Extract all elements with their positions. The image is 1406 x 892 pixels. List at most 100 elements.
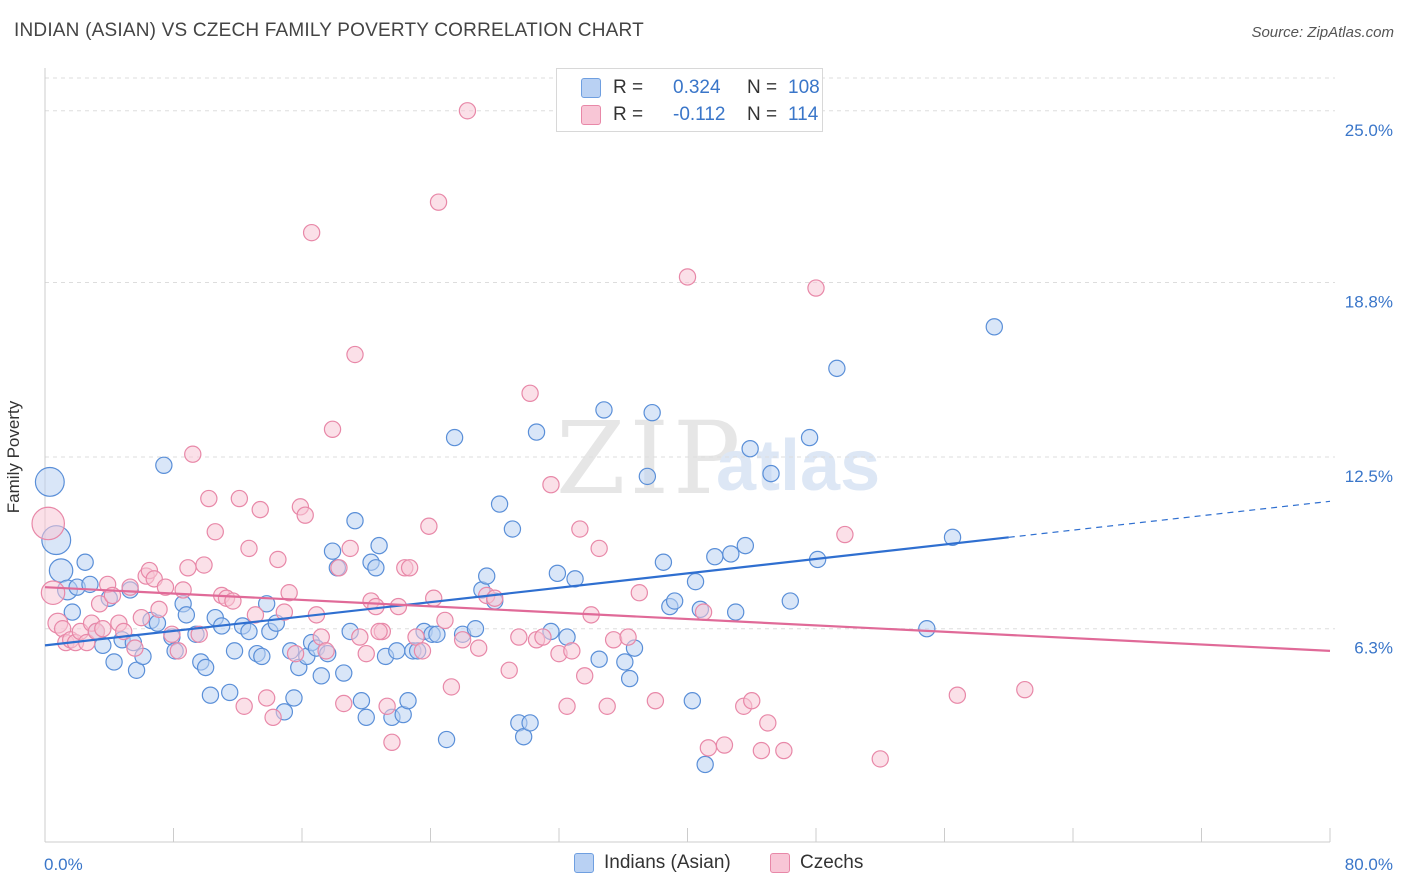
- czechs-point: [619, 628, 637, 646]
- czechs-point: [296, 506, 314, 524]
- czechs-point: [521, 384, 539, 402]
- czechs-trend-line: [44, 586, 1331, 652]
- czechs-point: [807, 279, 825, 297]
- indians-point: [781, 592, 800, 610]
- czechs-point: [571, 520, 589, 538]
- czechs-point: [357, 644, 375, 663]
- legend-r-label: R =: [613, 77, 644, 98]
- czechs-point: [590, 539, 608, 558]
- indians-point: [726, 603, 745, 621]
- correlation-legend: R = 0.324 N = 108 R = -0.112 N = 114: [556, 68, 823, 132]
- czechs-point: [576, 667, 594, 685]
- czechs-point: [174, 581, 192, 599]
- czechs-point: [190, 625, 208, 643]
- czechs-point: [195, 556, 213, 574]
- series-label-czechs: Czechs: [800, 852, 864, 873]
- indians-point: [388, 642, 406, 660]
- y-tick-label: 18.8%: [1345, 293, 1393, 312]
- czechs-point: [150, 600, 168, 619]
- czechs-point: [156, 578, 175, 596]
- czechs-point: [510, 628, 528, 646]
- x-tick-label: 80.0%: [1345, 855, 1393, 874]
- czechs-point: [280, 584, 298, 602]
- czechs-point: [871, 750, 889, 768]
- indians-point: [696, 755, 714, 774]
- indians-point: [367, 559, 385, 577]
- legend-n-value: 108: [788, 77, 820, 98]
- y-axis-label: Family Poverty: [4, 400, 23, 514]
- czechs-point: [184, 445, 202, 463]
- indians-point: [595, 401, 613, 419]
- indians-point: [48, 558, 74, 583]
- czechs-point: [40, 580, 66, 606]
- indians-point: [521, 714, 539, 732]
- czechs-point: [400, 559, 419, 577]
- czechs-point: [200, 489, 218, 508]
- indians-point: [201, 686, 220, 704]
- indians-point: [665, 592, 684, 610]
- czechs-point: [341, 539, 359, 558]
- czechs-point: [323, 420, 342, 439]
- czechs-point: [458, 102, 477, 120]
- czechs-point: [542, 475, 560, 494]
- indians-point: [736, 536, 755, 555]
- indians-point: [918, 620, 936, 638]
- indians-point: [312, 667, 330, 685]
- legend-n-label: N =: [747, 77, 778, 98]
- czechs-point: [302, 223, 321, 242]
- czechs-point: [436, 611, 454, 630]
- chart-title: INDIAN (ASIAN) VS CZECH FAMILY POVERTY C…: [14, 20, 644, 41]
- legend-r-value: 0.324: [673, 77, 721, 98]
- czechs-point: [486, 589, 504, 607]
- czechs-point: [1016, 680, 1034, 699]
- czechs-point: [317, 642, 335, 660]
- czechs-point: [425, 589, 443, 607]
- series-swatch-indians: [574, 853, 594, 873]
- czechs-point: [752, 741, 771, 760]
- indians-point: [177, 606, 196, 624]
- czechs-point: [269, 550, 287, 569]
- czechs-point: [759, 714, 777, 732]
- indians-point: [437, 730, 456, 749]
- czechs-point: [351, 628, 369, 646]
- indians-point: [253, 647, 271, 666]
- indians-point: [828, 359, 846, 378]
- source-label: Source: ZipAtlas.com: [1251, 24, 1394, 41]
- czechs-point: [251, 500, 269, 519]
- czechs-point: [948, 686, 967, 704]
- czechs-point: [169, 642, 188, 660]
- indians-point: [620, 669, 639, 688]
- czechs-point: [206, 523, 224, 541]
- y-tick-label: 12.5%: [1345, 467, 1393, 486]
- czechs-point: [163, 625, 181, 643]
- indians-point: [490, 495, 509, 513]
- series-label-indians: Indians (Asian): [604, 852, 731, 873]
- czechs-point: [743, 692, 761, 710]
- indians-point: [285, 689, 303, 707]
- czechs-point: [235, 697, 253, 715]
- indians-point: [800, 428, 819, 447]
- x-tick-label: 0.0%: [44, 855, 83, 874]
- legend-swatch-czechs: [581, 105, 601, 125]
- czechs-point: [500, 661, 518, 679]
- czechs-point: [257, 689, 276, 707]
- czechs-point: [836, 525, 854, 544]
- czechs-point: [335, 694, 353, 713]
- indians-point: [428, 625, 446, 643]
- indians-point: [221, 683, 239, 702]
- czechs-point: [126, 639, 144, 657]
- y-tick-label: 6.3%: [1354, 639, 1393, 658]
- czechs-point: [121, 578, 139, 596]
- indians-point: [654, 553, 673, 571]
- czechs-point: [699, 739, 718, 757]
- czechs-point: [378, 697, 396, 715]
- legend-r-label: R =: [613, 104, 644, 125]
- indians-point: [643, 403, 661, 422]
- indians-point: [357, 708, 375, 727]
- legend-n-value: 114: [788, 104, 819, 125]
- czechs-point: [429, 193, 448, 211]
- czechs-point: [420, 517, 438, 535]
- indians-point: [638, 467, 657, 486]
- czechs-point: [179, 559, 197, 577]
- indians-point: [240, 622, 258, 641]
